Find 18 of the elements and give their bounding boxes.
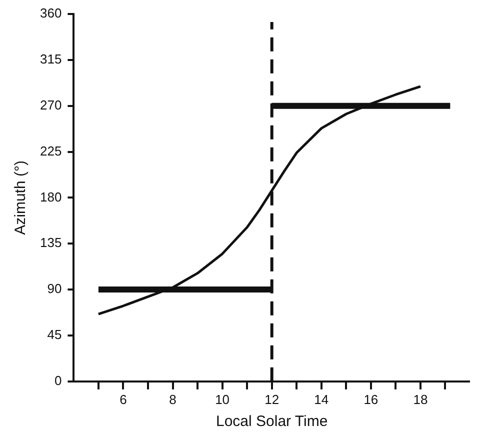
y-tick-label: 45 <box>47 327 62 342</box>
x-tick-label: 8 <box>169 392 176 407</box>
x-axis-title: Local Solar Time <box>216 413 328 430</box>
x-tick-label: 10 <box>215 392 230 407</box>
y-tick-label: 90 <box>47 281 62 296</box>
y-tick-label: 360 <box>40 6 62 21</box>
y-tick-label: 315 <box>40 52 62 67</box>
x-tick-label: 12 <box>264 392 280 407</box>
y-axis-title: Azimuth (°) <box>12 160 30 235</box>
x-tick-label: 18 <box>413 392 428 407</box>
y-tick-label: 270 <box>40 97 62 112</box>
x-tick-label: 6 <box>120 392 127 407</box>
y-tick-label: 180 <box>40 189 62 204</box>
y-tick-label: 0 <box>54 372 62 388</box>
x-tick-label: 16 <box>364 392 378 407</box>
y-tick-label: 135 <box>40 235 62 250</box>
x-tick-label: 14 <box>314 392 329 407</box>
y-tick-label: 225 <box>40 143 62 158</box>
